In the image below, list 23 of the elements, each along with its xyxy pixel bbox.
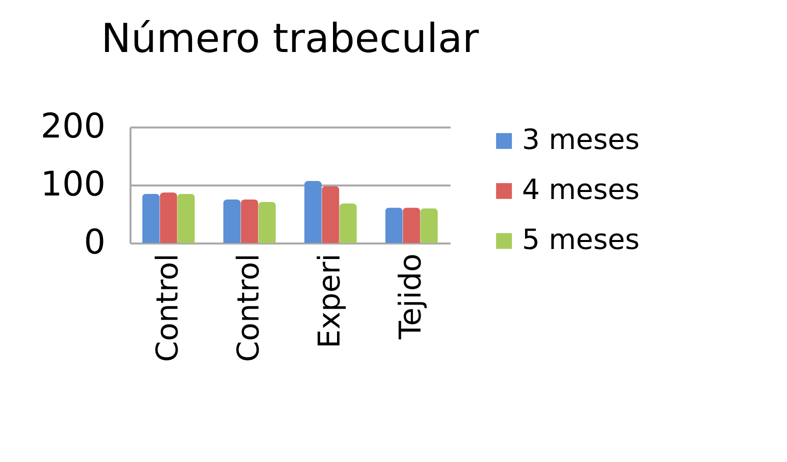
bar <box>258 202 276 243</box>
x-tick-label: Control <box>150 254 186 362</box>
bar <box>223 200 241 243</box>
x-tick-label: Experi <box>312 254 348 348</box>
bar <box>385 208 403 243</box>
bar <box>240 200 258 243</box>
y-tick-label: 200 <box>40 106 106 146</box>
bar <box>177 194 195 243</box>
legend-label: 3 meses <box>522 123 640 156</box>
bar <box>304 180 322 243</box>
bar <box>160 192 178 243</box>
x-tick-label: Tejido <box>394 254 429 340</box>
bar <box>322 186 340 243</box>
y-tick-label: 100 <box>40 164 106 204</box>
y-tick-label: 0 <box>84 222 106 262</box>
x-tick-label: Control <box>231 254 266 362</box>
bar <box>402 208 420 243</box>
legend-label: 5 meses <box>522 223 640 256</box>
chart-title: Número trabecular <box>101 16 480 62</box>
bar <box>420 208 438 243</box>
bar <box>339 204 357 243</box>
legend-label: 4 meses <box>522 173 640 206</box>
bar <box>142 194 160 243</box>
